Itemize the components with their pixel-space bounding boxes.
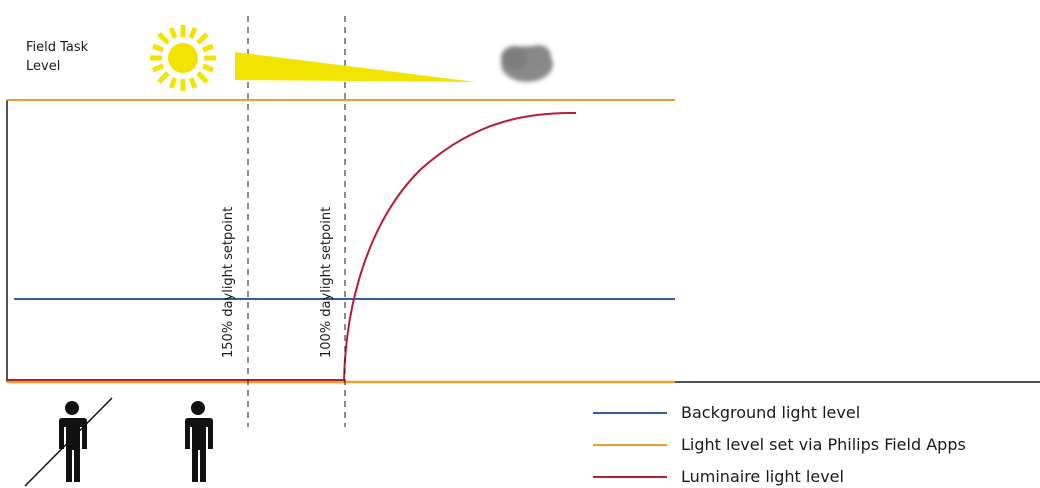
- person-crossed-out-icon: [24, 397, 113, 487]
- luminaire-light-level-curve: [7, 111, 577, 381]
- legend-label-field-apps: Light level set via Philips Field Apps: [681, 435, 966, 454]
- cloud-icon: [501, 45, 553, 82]
- setpoint-100-label: 100% daylight setpoint: [319, 206, 334, 358]
- legend-label-luminaire: Luminaire light level: [681, 467, 844, 486]
- field-task-level-label: Field Task Level: [26, 40, 89, 74]
- daylight-decrease-wedge: [235, 52, 476, 82]
- legend-label-background: Background light level: [681, 403, 861, 422]
- setpoint-150-label: 150% daylight setpoint: [221, 206, 236, 358]
- person-icon: [185, 401, 213, 482]
- sun-icon: [150, 25, 216, 91]
